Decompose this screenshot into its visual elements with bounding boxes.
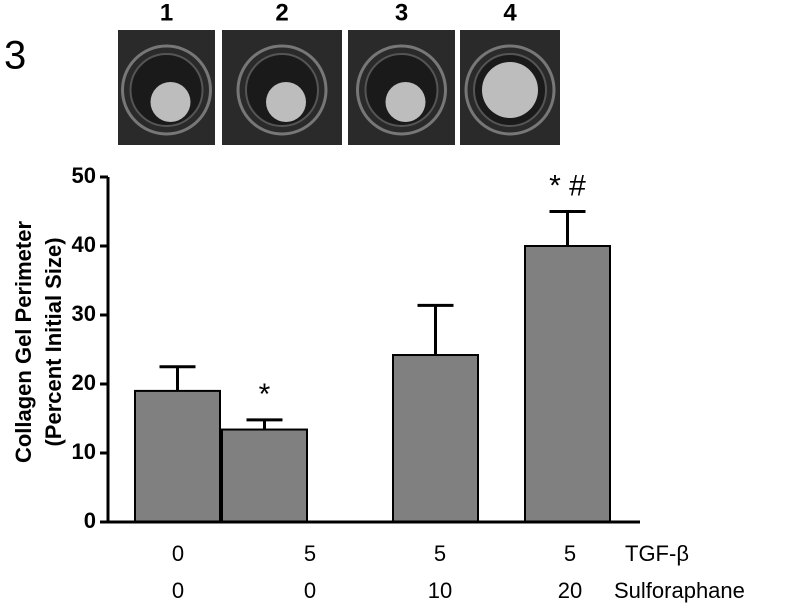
- y-tick-label: 10: [72, 439, 96, 464]
- annotation: * #: [549, 169, 586, 202]
- gel: [266, 82, 306, 122]
- photo-strip: [118, 30, 560, 145]
- photo-label: 1: [160, 0, 173, 26]
- bar: [524, 245, 611, 523]
- y-tick-label: 20: [72, 370, 96, 395]
- x-tick-label: 5: [304, 541, 316, 566]
- y-tick-label: 40: [72, 232, 96, 257]
- y-tick-label: 0: [84, 508, 96, 533]
- y-axis-label: Collagen Gel Perimeter: [11, 221, 36, 464]
- photo-label: 2: [275, 0, 288, 26]
- x-tick-label: 0: [172, 541, 184, 566]
- gel: [482, 62, 538, 118]
- photo-label: 3: [395, 0, 408, 26]
- x-tick-label: 20: [558, 578, 582, 603]
- x-tick-label: 0: [304, 578, 316, 603]
- well-ring: [236, 44, 328, 136]
- well-ring: [121, 44, 212, 136]
- x-tick-label: 0: [172, 578, 184, 603]
- bar: [221, 428, 308, 524]
- gel: [150, 82, 191, 122]
- x-tick-label: 10: [428, 578, 452, 603]
- y-tick-label: 50: [72, 163, 96, 188]
- x-tick-label: 5: [434, 541, 446, 566]
- gel: [385, 82, 426, 122]
- annotation: *: [259, 378, 271, 411]
- row-label: TGF-β: [625, 541, 689, 566]
- panel-label: 3: [4, 34, 26, 78]
- well-ring: [356, 44, 447, 136]
- bar: [134, 389, 221, 523]
- bar: [392, 354, 479, 523]
- y-tick-label: 30: [72, 301, 96, 326]
- well-ring: [464, 44, 556, 136]
- y-axis-label: (Percent Initial Size): [41, 237, 66, 446]
- x-tick-label: 5: [564, 541, 576, 566]
- photo-label: 4: [503, 0, 517, 26]
- row-label: Sulforaphane: [614, 578, 745, 603]
